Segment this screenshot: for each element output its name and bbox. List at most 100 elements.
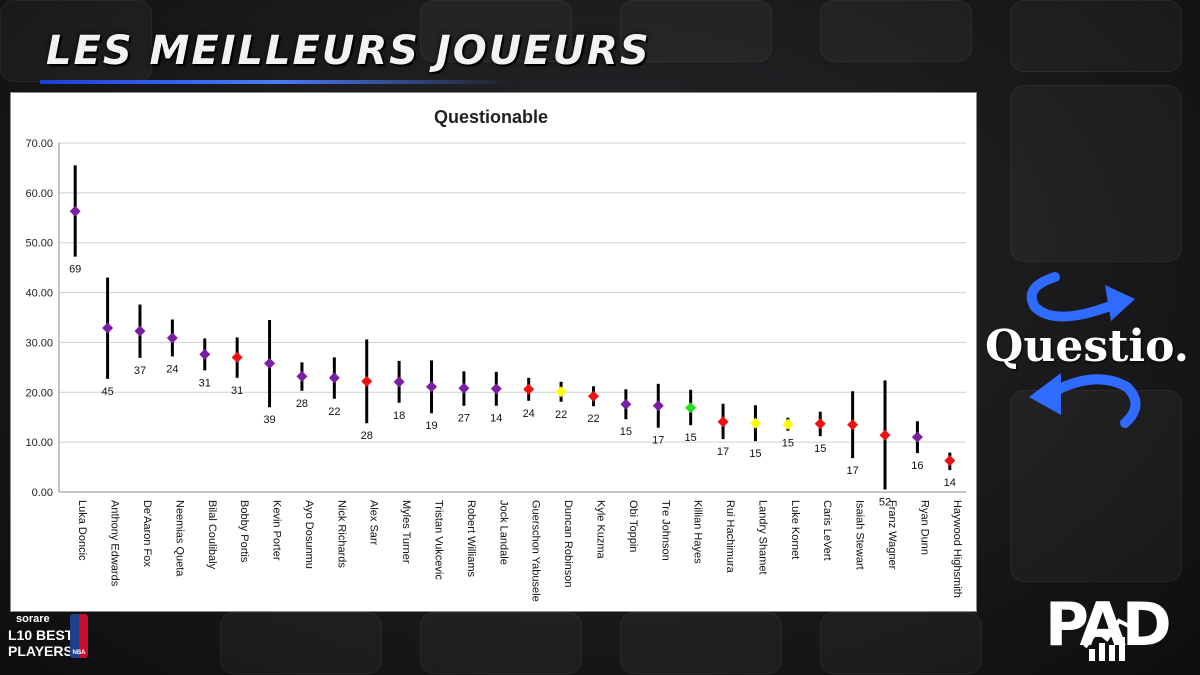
data-point [685,402,697,414]
sorare-l10-badge: sorare L10 BEST PLAYERS NBA [6,610,90,672]
data-point [782,418,794,430]
background-tile [620,0,772,62]
data-point [523,383,535,395]
x-tick-label: Tre Johnson [659,500,671,561]
data-label: 28 [361,430,373,442]
data-point [555,386,567,398]
page-title: LES MEILLEURS JOUEURS [46,28,651,74]
data-point [458,382,470,394]
x-tick-label: Haywood Highsmith [951,500,963,598]
x-tick-label: Anthony Edwards [109,500,121,587]
data-point [361,375,373,387]
x-tick-label: Myles Turner [400,500,412,564]
x-tick-label: Luke Kornet [789,500,801,559]
data-label: 22 [587,413,599,425]
data-label: 17 [717,446,729,458]
x-tick-label: Ryan Dunn [918,500,930,555]
data-label: 37 [134,365,146,377]
background-tile [1010,0,1182,72]
data-label: 45 [101,386,113,398]
data-point [620,398,632,410]
data-points [69,205,956,467]
gridlines [59,142,966,493]
questio-logo: Questio. [985,265,1189,435]
y-tick-label: 30.00 [25,337,53,349]
x-tick-label: Robert Williams [465,500,477,578]
x-tick-label: Franz Wagner [886,500,898,570]
data-point [166,332,178,344]
x-tick-label: Killian Hayes [692,500,704,564]
data-point [490,383,502,395]
data-point [102,322,114,334]
x-tick-label: Guerschon Yabusele [530,500,542,602]
x-axis-labels: Luka Doncic Anthony Edwards De'Aaron Fox Ne… [76,500,963,602]
x-tick-label: Neemias Queta [173,500,185,577]
pad-chart-icon [1083,618,1132,661]
background-tile [420,612,582,674]
data-label: 52 [879,497,891,509]
x-tick-label: Luka Doncic [76,500,88,561]
data-label: 69 [69,264,81,276]
data-point [587,390,599,402]
data-point [879,429,891,441]
data-point [393,376,405,388]
y-tick-label: 70.00 [25,138,53,150]
data-label: 31 [199,377,211,389]
x-tick-label: Bilal Coulibaly [206,500,218,570]
data-point [652,400,664,412]
data-label: 19 [425,420,437,432]
data-label: 27 [458,413,470,425]
x-tick-label: Kyle Kuzma [594,500,606,560]
y-tick-label: 10.00 [25,437,53,449]
data-label: 15 [782,438,794,450]
data-point [814,418,826,430]
data-label: 39 [263,414,275,426]
data-point [134,325,146,337]
data-point [264,357,276,369]
x-tick-label: De'Aaron Fox [141,500,153,567]
data-label: 24 [523,408,535,420]
background-tile [820,0,972,62]
background-tile [1010,390,1182,582]
data-label: 28 [296,398,308,410]
chart: Questionable 0.00 10.00 20.00 30.00 40.00 50.… [25,107,966,602]
data-labels: 69 45 37 24 31 31 39 28 22 28 18 19 27 14 24 22 22 15 17 15… [69,264,956,509]
x-tick-label: Isaiah Stewart [854,500,866,570]
data-point [199,348,211,360]
nba-logo-icon: NBA [70,614,88,658]
data-label: 15 [749,448,761,460]
y-axis-ticks: 0.00 10.00 20.00 30.00 40.00 50.00 60.00 70.00 [25,138,53,499]
pad-logo: PAD [1045,585,1175,665]
data-label: 17 [652,435,664,447]
background-tile [1010,85,1182,262]
x-tick-label: Bobby Portis [238,500,250,563]
data-point [296,370,308,382]
x-tick-label: Landry Shamet [756,500,768,575]
arrow-top-icon [1026,272,1141,428]
y-tick-label: 40.00 [25,288,53,300]
y-tick-label: 60.00 [25,188,53,200]
data-label: 24 [166,363,178,375]
badge-line2: PLAYERS [8,643,73,659]
data-point [717,416,729,428]
background-tile [620,612,782,674]
x-tick-label: Caris LeVert [821,500,833,561]
x-tick-label: Obi Toppin [627,500,639,552]
data-label: 14 [944,477,956,489]
chart-title: Questionable [434,107,548,127]
background-tile [820,612,982,674]
x-tick-label: Alex Sarr [368,500,380,546]
data-point [69,205,81,217]
data-label: 22 [328,406,340,418]
data-point [911,431,923,443]
badge-line1: L10 BEST [8,627,74,643]
title-underline [40,80,510,84]
x-tick-label: Kevin Porter [271,500,283,561]
badge-brand: sorare [16,613,50,625]
data-label: 18 [393,410,405,422]
data-label: 15 [685,432,697,444]
badge-league: NBA [72,650,86,656]
background-tile [420,0,572,62]
x-tick-label: Rui Hachimura [724,500,736,574]
axes [58,143,966,493]
